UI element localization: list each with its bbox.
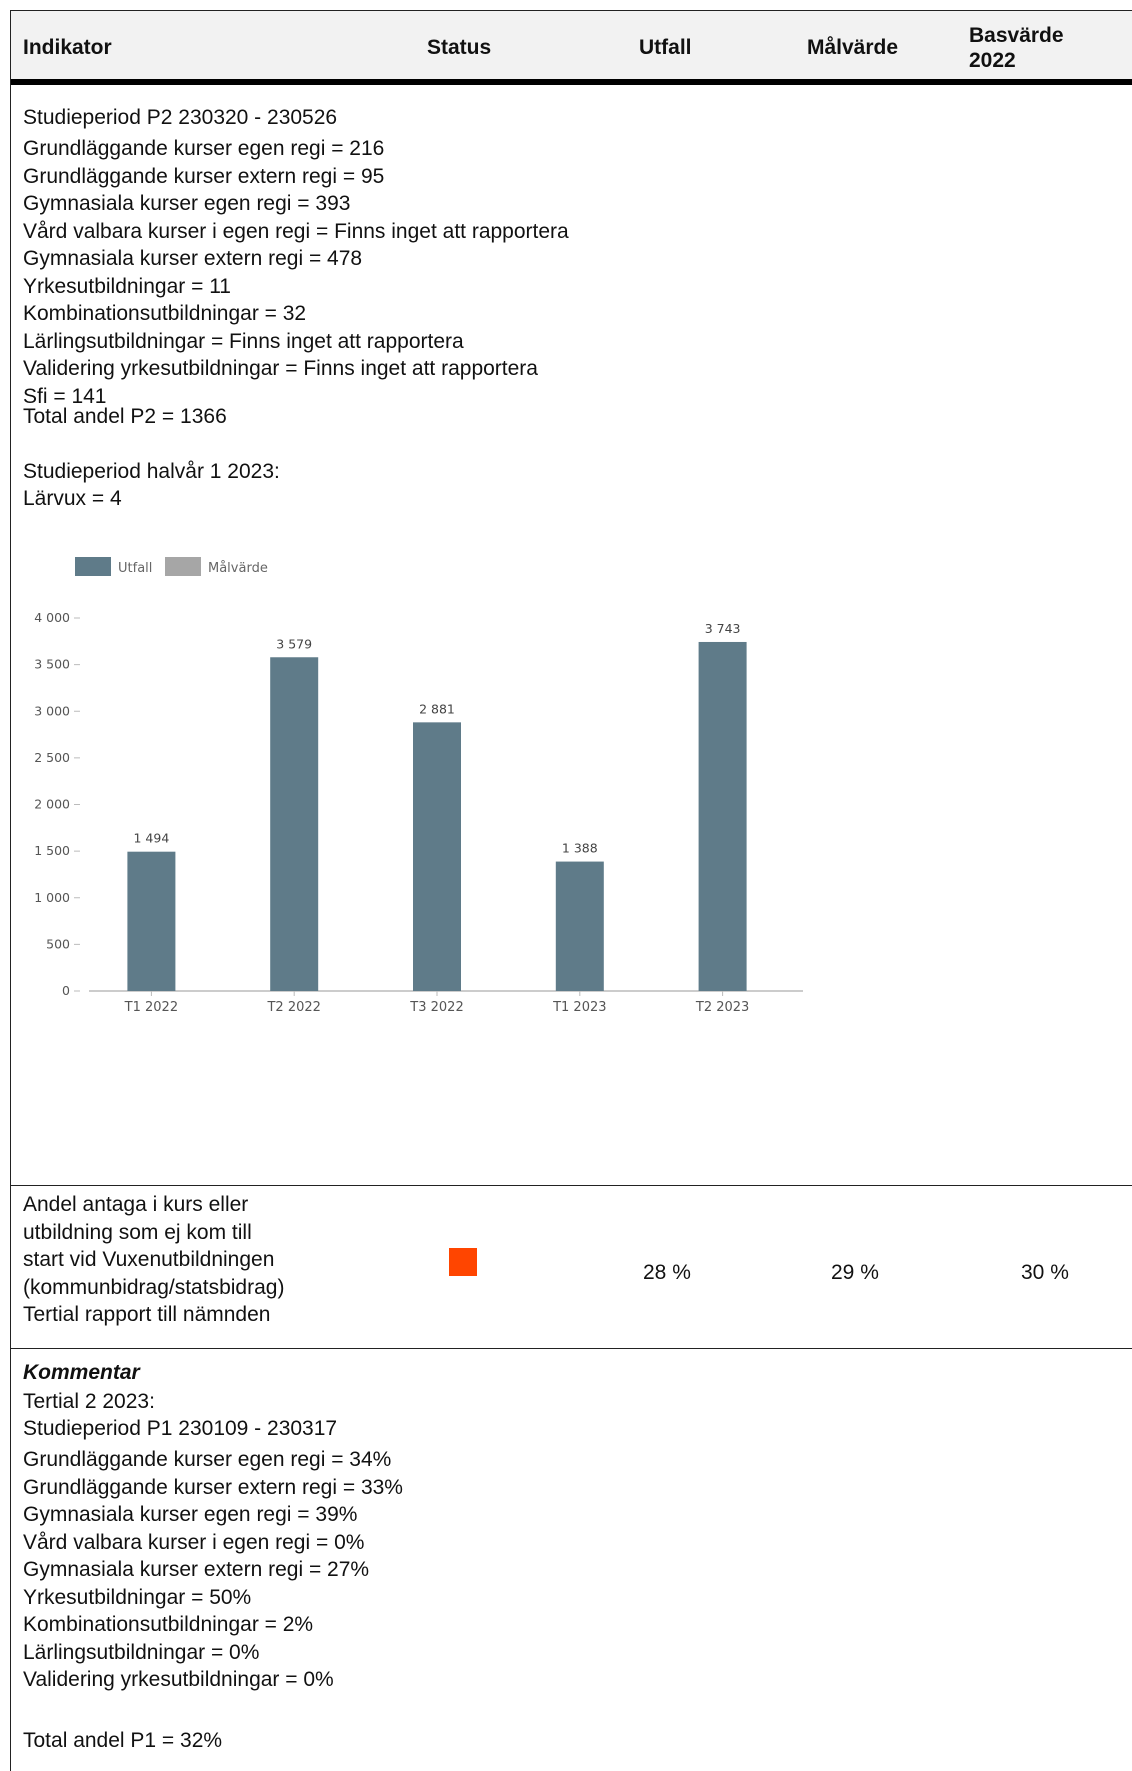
- indicator-line: (kommunbidrag/statsbidrag): [23, 1275, 285, 1299]
- p2-list: Grundläggande kurser egen regi = 216 Gru…: [23, 135, 569, 410]
- comment-list: Grundläggande kurser egen regi = 34% Gru…: [23, 1446, 403, 1694]
- list-item: Grundläggande kurser extern regi = 33%: [23, 1475, 403, 1499]
- bar-data-label: 3 743: [705, 621, 741, 636]
- list-item: Gymnasiala kurser egen regi = 39%: [23, 1503, 358, 1526]
- header-basvarde: Basvärde 2022: [969, 23, 1064, 73]
- list-item: Grundläggande kurser extern regi = 95: [23, 164, 385, 188]
- halvar-title: Studieperiod halvår 1 2023:: [23, 460, 280, 483]
- bar-utfall: [127, 851, 176, 991]
- legend-label-utfall: Utfall: [118, 561, 152, 576]
- larvux: Lärvux = 4: [23, 487, 122, 510]
- list-item: Validering yrkesutbildningar = 0%: [23, 1668, 334, 1691]
- indicator-name: Andel antaga i kurs eller utbildning som…: [23, 1191, 284, 1329]
- y-tick-label: 3 000: [34, 703, 70, 718]
- list-item: Gymnasiala kurser extern regi = 478: [23, 247, 363, 270]
- bar-utfall: [270, 657, 319, 991]
- comment-title: Kommentar: [23, 1361, 140, 1384]
- header-basvarde-line2: 2022: [969, 49, 1016, 72]
- legend-swatch-utfall: [75, 557, 111, 576]
- list-item: Vård valbara kurser i egen regi = 0%: [23, 1530, 365, 1554]
- row-divider: [11, 1185, 1132, 1186]
- indicator-line: utbildning som ej kom till: [23, 1220, 252, 1244]
- header-utfall: Utfall: [639, 36, 692, 59]
- legend-label-malvarde: Målvärde: [208, 561, 268, 576]
- row-divider: [11, 1348, 1132, 1349]
- bar-data-label: 1 494: [134, 831, 170, 846]
- bar-utfall: [413, 722, 461, 991]
- y-tick-label: 500: [46, 936, 70, 951]
- list-item: Gymnasiala kurser extern regi = 27%: [23, 1558, 370, 1581]
- y-tick-label: 4 000: [34, 610, 70, 625]
- list-item: Kombinationsutbildningar = 2%: [23, 1613, 314, 1636]
- bar-utfall: [555, 861, 604, 991]
- table-header: Indikator Status Utfall Målvärde Basvärd…: [11, 11, 1132, 85]
- x-tick-label: T2 2023: [695, 1000, 749, 1015]
- bar-chart: Utfall Målvärde 0 500 1 000 1 500 2 000 2 500 3 …: [34, 557, 803, 1015]
- legend-swatch-malvarde: [165, 557, 201, 576]
- indicator-line: start vid Vuxenutbildningen: [23, 1248, 275, 1271]
- list-item: Kombinationsutbildningar = 32: [23, 302, 307, 325]
- x-tick-label: T1 2022: [124, 1000, 178, 1015]
- header-basvarde-line1: Basvärde: [969, 24, 1064, 47]
- bar-utfall: [698, 641, 747, 991]
- bar-data-label: 3 579: [276, 636, 312, 651]
- header-indikator: Indikator: [23, 36, 112, 59]
- comment-period: Studieperiod P1 230109 - 230317: [23, 1417, 338, 1440]
- list-item: Gymnasiala kurser egen regi = 393: [23, 192, 351, 215]
- utfall-value: 28 %: [643, 1261, 691, 1284]
- list-item: Vård valbara kurser i egen regi = Finns …: [23, 219, 569, 243]
- y-tick-label: 2 500: [34, 750, 70, 765]
- malvarde-value: 29 %: [831, 1261, 879, 1284]
- list-item: Grundläggande kurser egen regi = 216: [23, 137, 385, 160]
- list-item: Lärlingsutbildningar = Finns inget att r…: [23, 329, 464, 353]
- x-tick-label: T3 2022: [409, 1000, 463, 1015]
- status-indicator: [449, 1248, 477, 1276]
- total-p2: Total andel P2 = 1366: [23, 405, 227, 428]
- y-tick-label: 1 000: [34, 890, 70, 905]
- period-p2-title: Studieperiod P2 230320 - 230526: [23, 106, 338, 129]
- list-item: Yrkesutbildningar = 50%: [23, 1585, 252, 1609]
- x-tick-label: T1 2023: [552, 1000, 606, 1015]
- indicator-line: Tertial rapport till nämnden: [23, 1303, 271, 1326]
- y-tick-label: 3 500: [34, 657, 70, 672]
- list-item: Yrkesutbildningar = 11: [23, 274, 231, 298]
- indicator-line: Andel antaga i kurs eller: [23, 1193, 249, 1216]
- basvarde-value: 30 %: [1021, 1261, 1069, 1284]
- bar-data-label: 2 881: [419, 701, 455, 716]
- list-item: Sfi = 141: [23, 384, 107, 408]
- bar-data-label: 1 388: [562, 841, 598, 856]
- comment-tertial: Tertial 2 2023:: [23, 1390, 155, 1413]
- indicator-table: Indikator Status Utfall Målvärde Basvärd…: [10, 10, 1132, 1771]
- y-tick-label: 1 500: [34, 843, 70, 858]
- header-status: Status: [427, 36, 492, 59]
- total-p1: Total andel P1 = 32%: [23, 1729, 223, 1752]
- header-malvarde: Målvärde: [807, 36, 899, 59]
- list-item: Lärlingsutbildningar = 0%: [23, 1640, 260, 1664]
- y-tick-label: 2 000: [34, 797, 70, 812]
- list-item: Grundläggande kurser egen regi = 34%: [23, 1448, 392, 1471]
- list-item: Validering yrkesutbildningar = Finns ing…: [23, 357, 538, 380]
- x-tick-label: T2 2022: [266, 1000, 320, 1015]
- y-tick-label: 0: [62, 983, 70, 998]
